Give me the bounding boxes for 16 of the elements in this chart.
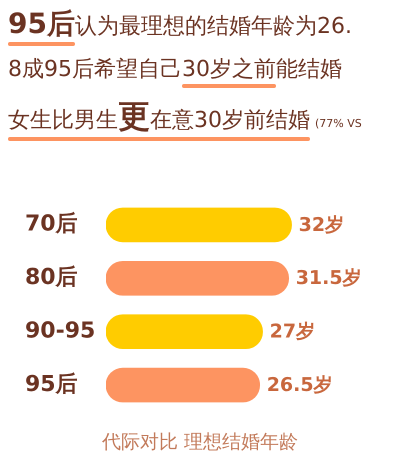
bar <box>106 208 292 242</box>
y-tick-label: 90-95 <box>25 318 96 344</box>
y-tick-label: 80后 <box>25 265 78 290</box>
bar <box>106 368 260 402</box>
data-label: 27岁 <box>270 320 316 343</box>
y-tick-label: 70后 <box>25 212 78 237</box>
text: 8成95后希望自己30岁之前能结婚 <box>8 57 342 82</box>
y-tick-label: 95后 <box>25 372 78 397</box>
bar <box>106 314 263 350</box>
bar <box>106 260 290 296</box>
data-label: 26.5岁 <box>266 374 333 396</box>
text: 代际对比 理想结婚年龄 <box>100 430 300 455</box>
text: 女生比男生更在意30岁前结婚(77% VS <box>8 97 362 136</box>
data-label: 32岁 <box>298 214 344 236</box>
data-label: 31.5岁 <box>296 267 362 290</box>
text: 95后认为最理想的结婚年龄为26. <box>8 7 352 40</box>
